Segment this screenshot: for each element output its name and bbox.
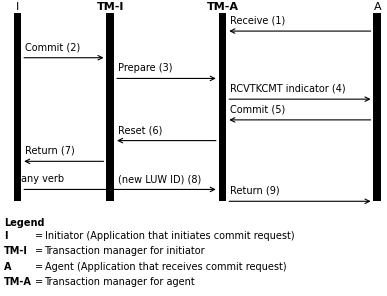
Text: =: = bbox=[35, 262, 43, 272]
Text: A: A bbox=[4, 262, 11, 272]
Text: I: I bbox=[4, 231, 7, 241]
Text: Initiator (Application that initiates commit request): Initiator (Application that initiates co… bbox=[45, 231, 294, 241]
Text: Prepare (3): Prepare (3) bbox=[118, 63, 173, 73]
Text: Transaction manager for agent: Transaction manager for agent bbox=[45, 277, 195, 287]
Text: TM-I: TM-I bbox=[4, 246, 28, 256]
Text: I: I bbox=[16, 2, 19, 12]
Text: any verb: any verb bbox=[21, 174, 64, 184]
Text: A: A bbox=[373, 2, 381, 12]
Bar bbox=[373, 13, 381, 201]
Bar bbox=[14, 13, 21, 201]
Text: RCVTKCMT indicator (4): RCVTKCMT indicator (4) bbox=[230, 84, 346, 94]
Text: TM-A: TM-A bbox=[207, 2, 238, 12]
Text: (new LUW ID) (8): (new LUW ID) (8) bbox=[118, 174, 201, 184]
Text: TM-I: TM-I bbox=[97, 2, 124, 12]
Text: Receive (1): Receive (1) bbox=[230, 16, 286, 26]
Bar bbox=[219, 13, 226, 201]
Text: Return (7): Return (7) bbox=[25, 146, 75, 156]
Text: Transaction manager for initiator: Transaction manager for initiator bbox=[45, 246, 205, 256]
Text: Commit (2): Commit (2) bbox=[25, 42, 80, 52]
Text: =: = bbox=[35, 277, 43, 287]
Text: =: = bbox=[35, 246, 43, 256]
Text: Return (9): Return (9) bbox=[230, 186, 280, 196]
Bar bbox=[106, 13, 114, 201]
Text: Agent (Application that receives commit request): Agent (Application that receives commit … bbox=[45, 262, 286, 272]
Text: Legend: Legend bbox=[4, 218, 45, 228]
Text: =: = bbox=[35, 231, 43, 241]
Text: Reset (6): Reset (6) bbox=[118, 125, 163, 135]
Text: Commit (5): Commit (5) bbox=[230, 104, 286, 115]
Text: TM-A: TM-A bbox=[4, 277, 32, 287]
